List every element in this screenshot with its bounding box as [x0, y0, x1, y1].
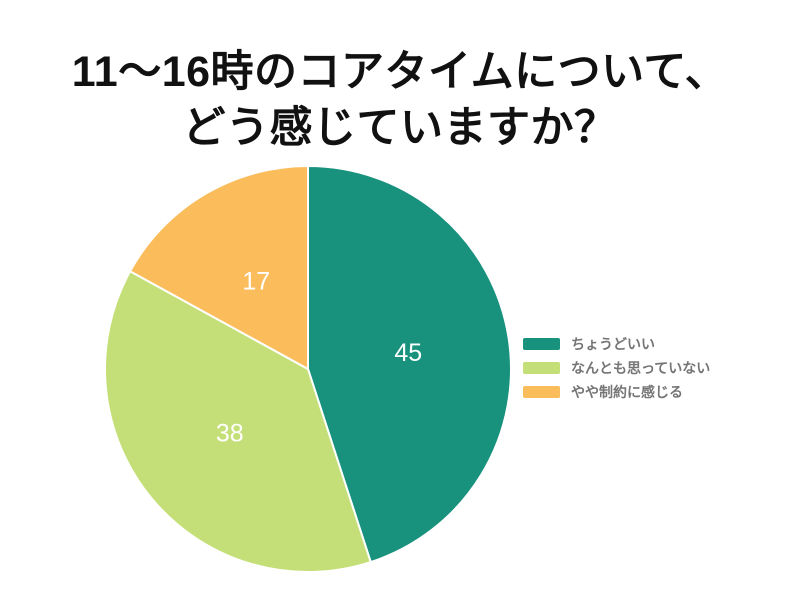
legend: ちょうどいい なんとも思っていない やや制約に感じる [523, 336, 710, 410]
pie-chart: 45 38 17 [104, 165, 512, 573]
pie-slice-0 [307, 165, 512, 564]
legend-label: やや制約に感じる [571, 384, 683, 400]
legend-swatch-icon [523, 386, 560, 398]
pie-slice-value-label: 17 [242, 268, 270, 296]
chart-title-line-1: 11〜16時のコアタイムについて、 [71, 48, 729, 96]
pie-slice-2 [129, 165, 309, 370]
legend-swatch-icon [523, 338, 560, 350]
pie-slice-1 [104, 270, 372, 573]
pie-slice-value-label: 45 [394, 339, 422, 367]
legend-label: なんとも思っていない [571, 360, 711, 376]
legend-item: なんとも思っていない [523, 360, 710, 376]
legend-label: ちょうどいい [571, 336, 655, 352]
chart-title: 11〜16時のコアタイムについて、 どう感じていますか？ [0, 44, 800, 156]
legend-swatch-icon [523, 362, 560, 374]
chart-title-line-2: どう感じていますか？ [182, 104, 618, 152]
legend-item: ちょうどいい [523, 336, 710, 352]
pie-slice-value-label: 38 [216, 420, 244, 448]
legend-item: やや制約に感じる [523, 384, 710, 400]
pie-chart-area: 45 38 17 [103, 164, 513, 574]
